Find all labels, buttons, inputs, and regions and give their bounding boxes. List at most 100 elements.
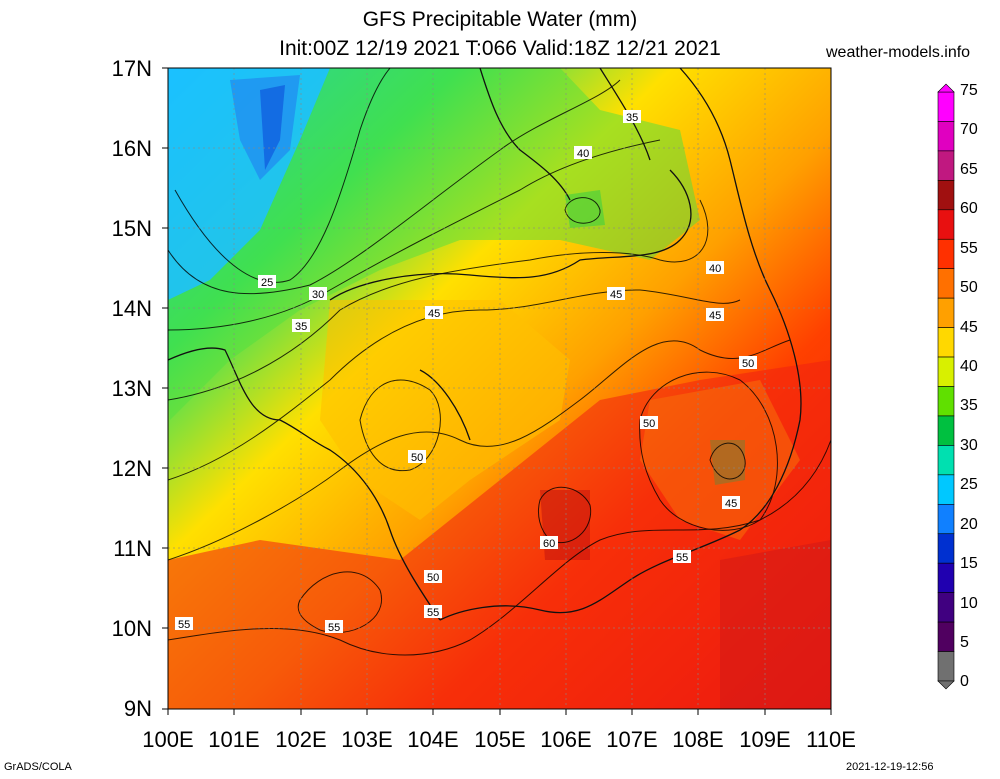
colorbar-label: 20 bbox=[960, 516, 978, 533]
colorbar-segment bbox=[937, 356, 955, 387]
colorbar-label: 55 bbox=[960, 240, 978, 257]
colorbar-label: 65 bbox=[960, 161, 978, 178]
contour-label: 35 bbox=[292, 319, 310, 333]
lat-label: 15N bbox=[111, 216, 152, 241]
colorbar-top-arrow bbox=[937, 83, 955, 93]
svg-text:55: 55 bbox=[178, 619, 190, 631]
lon-label: 110E bbox=[806, 727, 856, 752]
colorbar-segment bbox=[937, 297, 955, 328]
contour-label: 40 bbox=[706, 261, 724, 275]
colorbar-segment bbox=[937, 91, 955, 122]
colorbar-segment bbox=[937, 533, 955, 564]
colorbar-segment bbox=[937, 180, 955, 211]
colorbar-label: 75 bbox=[960, 82, 978, 99]
colorbar-label: 35 bbox=[960, 397, 978, 414]
lon-label: 108E bbox=[672, 727, 724, 752]
svg-text:45: 45 bbox=[610, 289, 622, 301]
svg-text:50: 50 bbox=[427, 572, 439, 584]
colorbar-label: 40 bbox=[960, 358, 978, 375]
svg-text:35: 35 bbox=[295, 321, 307, 333]
svg-text:25: 25 bbox=[261, 277, 273, 289]
colorbar-segment bbox=[937, 386, 955, 417]
lon-label: 104E bbox=[407, 727, 459, 752]
graticule bbox=[168, 68, 831, 709]
lat-label: 12N bbox=[111, 456, 152, 481]
svg-text:30: 30 bbox=[312, 289, 324, 301]
colorbar-label: 45 bbox=[960, 319, 978, 336]
lat-label: 13N bbox=[111, 376, 152, 401]
map-subtitle: Init:00Z 12/19 2021 T:066 Valid:18Z 12/2… bbox=[279, 37, 721, 60]
colorbar-segment bbox=[937, 238, 955, 270]
contour-label: 55 bbox=[175, 617, 193, 631]
colorbar-segment bbox=[937, 592, 955, 623]
colorbar-segment bbox=[937, 268, 955, 299]
svg-text:50: 50 bbox=[742, 358, 754, 370]
colorbar-segment bbox=[937, 121, 955, 152]
svg-text:45: 45 bbox=[428, 308, 440, 320]
lon-label: 103E bbox=[341, 727, 393, 752]
svg-text:35: 35 bbox=[626, 112, 638, 124]
svg-text:55: 55 bbox=[328, 622, 340, 634]
colorbar-segment bbox=[937, 445, 955, 476]
colorbar-segment bbox=[937, 415, 955, 446]
svg-text:55: 55 bbox=[676, 552, 688, 564]
lon-label: 106E bbox=[540, 727, 592, 752]
contour-label: 30 bbox=[309, 287, 327, 301]
svg-text:55: 55 bbox=[427, 607, 439, 619]
svg-text:40: 40 bbox=[709, 263, 721, 275]
contour-label: 60 bbox=[540, 536, 558, 550]
contour-label: 55 bbox=[424, 605, 442, 619]
lat-label: 17N bbox=[111, 56, 152, 81]
svg-text:45: 45 bbox=[709, 310, 721, 322]
contour-label: 50 bbox=[408, 450, 426, 464]
colorbar-label: 50 bbox=[960, 279, 978, 296]
svg-text:50: 50 bbox=[643, 418, 655, 430]
lat-label: 9N bbox=[123, 696, 152, 721]
contour-label: 45 bbox=[722, 496, 740, 510]
lon-label: 105E bbox=[474, 727, 526, 752]
colorbar-segment bbox=[937, 503, 955, 535]
colorbar bbox=[937, 83, 955, 690]
lon-label: 102E bbox=[275, 727, 327, 752]
lat-label: 14N bbox=[111, 296, 152, 321]
colorbar-segment bbox=[937, 651, 955, 682]
colorbar-label: 60 bbox=[960, 200, 978, 217]
contour-label: 45 bbox=[706, 308, 724, 322]
colorbar-label: 0 bbox=[960, 673, 969, 690]
contour-label: 55 bbox=[325, 620, 343, 634]
contour-label: 25 bbox=[258, 275, 276, 289]
credit-label: GrADS/COLA bbox=[4, 761, 72, 773]
timestamp-label: 2021-12-19-12:56 bbox=[846, 761, 934, 773]
contour-label-group: 25 30 35 40 35 40 45 45 45 45 50 50 50 5… bbox=[175, 110, 757, 634]
lon-label: 101E bbox=[208, 727, 260, 752]
contour-lines bbox=[168, 68, 831, 656]
lon-label: 109E bbox=[739, 727, 791, 752]
contour-label: 55 bbox=[673, 550, 691, 564]
colorbar-segment bbox=[937, 621, 955, 652]
contour-label: 45 bbox=[607, 287, 625, 301]
colorbar-label: 30 bbox=[960, 437, 978, 454]
lon-label: 100E bbox=[142, 727, 194, 752]
colorbar-segment bbox=[937, 474, 955, 505]
svg-text:45: 45 bbox=[725, 498, 737, 510]
lat-label: 16N bbox=[111, 136, 152, 161]
contour-label: 35 bbox=[623, 110, 641, 124]
svg-text:50: 50 bbox=[411, 452, 423, 464]
colorbar-segment bbox=[937, 150, 955, 181]
lat-label: 10N bbox=[111, 616, 152, 641]
contour-label: 45 bbox=[425, 306, 443, 320]
colorbar-segment bbox=[937, 562, 955, 593]
tick-marks bbox=[162, 67, 832, 715]
svg-text:60: 60 bbox=[543, 538, 555, 550]
colorbar-segment bbox=[937, 209, 955, 240]
colorbar-label: 25 bbox=[960, 476, 978, 493]
lon-label: 107E bbox=[606, 727, 658, 752]
colorbar-segment bbox=[937, 327, 955, 358]
colorbar-bottom-arrow bbox=[937, 680, 955, 690]
contour-label: 40 bbox=[574, 146, 592, 160]
contour-label: 50 bbox=[424, 570, 442, 584]
lat-label: 11N bbox=[113, 536, 152, 561]
contour-label: 50 bbox=[640, 416, 658, 430]
colorbar-label: 70 bbox=[960, 121, 978, 138]
